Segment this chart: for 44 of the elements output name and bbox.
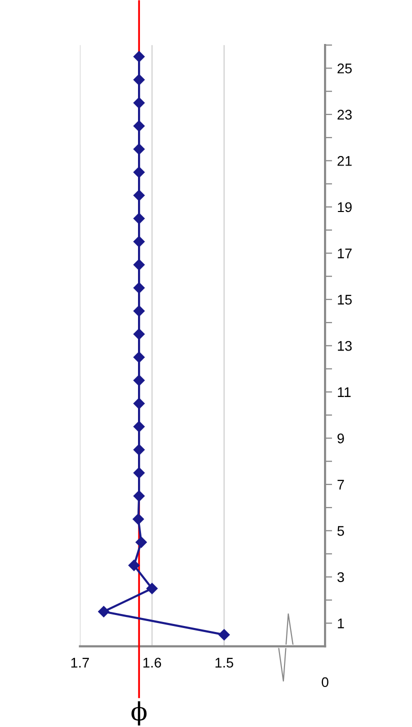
y-tick-label: 3 xyxy=(337,572,344,582)
point xyxy=(133,305,145,317)
y-tick-label: 15 xyxy=(338,294,352,305)
y-tick-label: 13 xyxy=(338,341,352,351)
point xyxy=(128,560,140,571)
y-tick-label: 19 xyxy=(338,202,352,212)
point xyxy=(133,190,145,201)
point xyxy=(133,444,145,456)
y-tick-label: 23 xyxy=(338,110,352,120)
y-tick-label: 11 xyxy=(338,387,351,397)
y-tick-label: 5 xyxy=(337,526,344,536)
point xyxy=(133,144,145,155)
point xyxy=(133,97,145,108)
point xyxy=(133,467,145,478)
text: 0 xyxy=(322,677,328,688)
y-tick-label: 7 xyxy=(338,480,344,490)
y-tick-label: 17 xyxy=(338,248,352,258)
point xyxy=(133,212,145,224)
point xyxy=(132,514,144,525)
point xyxy=(133,374,145,386)
point xyxy=(133,398,145,410)
point xyxy=(98,606,110,618)
y-tick-label: 25 xyxy=(338,64,352,74)
point xyxy=(133,352,145,363)
y-tick-label: 1 xyxy=(338,618,344,628)
ref-line-label: ϕ xyxy=(131,701,147,726)
x-tick-label: 1.5 xyxy=(216,658,234,668)
point xyxy=(218,629,230,640)
y-tick-label: 9 xyxy=(338,434,344,444)
point xyxy=(133,282,145,294)
x-tick-label: 1.7 xyxy=(71,658,89,668)
point xyxy=(133,421,145,432)
point xyxy=(133,490,145,502)
point xyxy=(133,51,145,62)
point xyxy=(133,166,145,178)
y-tick-label: 21 xyxy=(338,156,352,166)
point xyxy=(136,536,147,548)
point xyxy=(133,236,145,248)
point xyxy=(133,328,145,340)
point xyxy=(146,582,158,594)
point xyxy=(133,259,145,270)
x-tick-label: 1.6 xyxy=(143,658,162,668)
point xyxy=(133,120,145,132)
point xyxy=(133,74,145,86)
